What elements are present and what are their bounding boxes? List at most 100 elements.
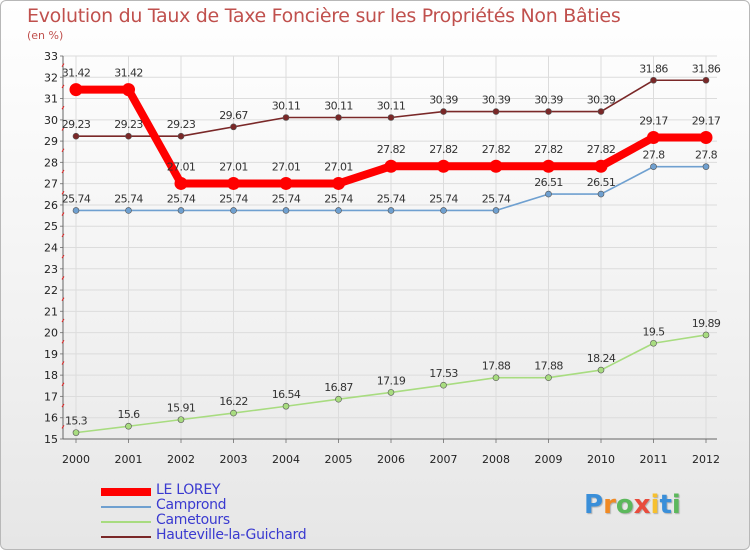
- y-tick-label-28: 28: [44, 156, 58, 169]
- y-tick-label-22: 22: [44, 284, 58, 297]
- data-label-hauteville-la-guichard-2006: 30.11: [377, 99, 406, 112]
- axis-break-mark: [61, 403, 65, 408]
- legend-label-hauteville-la-guichard: Hauteville-la-Guichard: [156, 527, 307, 543]
- point-hauteville-la-guichard-2000: [72, 132, 80, 140]
- data-label-hauteville-la-guichard-2005: 30.11: [324, 99, 353, 112]
- point-camprond-2008: [492, 207, 500, 214]
- axis-break-mark: [61, 361, 65, 365]
- data-label-camprond-2008: 25.74: [482, 192, 511, 205]
- data-label-le-lorey-2011: 29.17: [639, 114, 668, 127]
- legend-swatch-le-lorey: [101, 488, 151, 496]
- chart-title: Evolution du Taux de Taxe Foncière sur l…: [27, 5, 621, 27]
- data-label-camprond-2009: 26.51: [534, 176, 563, 189]
- y-tick-label-26: 26: [44, 199, 58, 212]
- axes: 15 16 17 18 19 20 21 22 23 24 25 26 27 28 29 30 31 32 33 20…: [44, 50, 720, 466]
- point-hauteville-la-guichard-2001: [125, 132, 132, 140]
- data-label-cametours-2006: 17.19: [377, 374, 406, 387]
- legend-swatch-hauteville-la-guichard: [101, 536, 151, 538]
- point-cametours-2000: [72, 429, 80, 436]
- data-label-le-lorey-2003: 27.01: [219, 160, 248, 173]
- data-label-camprond-2004: 25.74: [272, 192, 301, 205]
- data-label-camprond-2010: 26.51: [587, 176, 616, 189]
- x-tick-label-2008: 2008: [482, 453, 510, 466]
- point-camprond-2011: [650, 163, 657, 170]
- point-hauteville-la-guichard-2008: [492, 108, 500, 115]
- x-tick-label-2012: 2012: [692, 453, 720, 466]
- point-hauteville-la-guichard-2010: [597, 108, 605, 115]
- data-label-camprond-2005: 25.74: [324, 192, 353, 205]
- point-cametours-2001: [125, 422, 132, 430]
- data-label-camprond-2000: 25.74: [62, 192, 91, 205]
- point-hauteville-la-guichard-2009: [545, 108, 552, 115]
- y-tick-label-25: 25: [44, 220, 58, 233]
- data-label-camprond-2002: 25.74: [167, 192, 196, 205]
- x-tick-label-2000: 2000: [62, 453, 90, 466]
- data-label-le-lorey-2007: 27.82: [429, 143, 458, 156]
- data-label-le-lorey-2005: 27.01: [324, 160, 353, 173]
- data-label-hauteville-la-guichard-2008: 30.39: [482, 94, 511, 107]
- point-cametours-2002: [177, 416, 185, 423]
- logo-letter: r: [603, 490, 616, 520]
- data-labels: 29.23 29.23 29.23 29.67 30.11 30.11 30.11 30.39…: [62, 62, 722, 428]
- data-label-cametours-2012: 19.89: [692, 317, 721, 330]
- point-cametours-2012: [702, 331, 710, 339]
- y-tick-label-16: 16: [44, 412, 58, 425]
- data-label-cametours-2003: 16.22: [219, 395, 248, 408]
- point-camprond-2005: [335, 207, 342, 214]
- y-tick-label-32: 32: [44, 71, 58, 84]
- point-hauteville-la-guichard-2012: [702, 76, 710, 84]
- logo-letter: i: [650, 490, 660, 520]
- point-hauteville-la-guichard-2006: [387, 114, 395, 121]
- logo-letter: i: [671, 490, 681, 520]
- x-tick-label-2001: 2001: [115, 453, 143, 466]
- point-cametours-2010: [597, 366, 605, 374]
- y-tick-label-24: 24: [44, 242, 58, 255]
- point-camprond-2003: [230, 207, 237, 214]
- axis-break-mark: [61, 339, 65, 344]
- data-label-le-lorey-2009: 27.82: [534, 143, 563, 156]
- axis-break-mark: [61, 425, 65, 429]
- axis-break-mark: [61, 233, 65, 238]
- point-camprond-2001: [125, 207, 132, 214]
- data-label-cametours-2004: 16.54: [272, 388, 301, 401]
- legend-swatch-camprond: [101, 506, 151, 508]
- data-label-le-lorey-2000: 31.42: [62, 67, 91, 80]
- point-camprond-2006: [387, 207, 395, 214]
- x-tick-label-2007: 2007: [430, 453, 458, 466]
- logo-letter: x: [633, 490, 651, 520]
- point-cametours-2011: [650, 339, 657, 347]
- data-label-cametours-2005: 16.87: [324, 381, 353, 394]
- data-label-hauteville-la-guichard-2000: 29.23: [62, 118, 91, 131]
- y-tick-label-27: 27: [44, 178, 58, 191]
- y-tick-label-21: 21: [44, 305, 58, 318]
- point-hauteville-la-guichard-2005: [335, 114, 342, 121]
- data-label-camprond-2003: 25.74: [219, 192, 248, 205]
- data-label-cametours-2001: 15.6: [117, 408, 140, 421]
- axis-break-mark: [61, 127, 65, 131]
- data-label-hauteville-la-guichard-2002: 29.23: [167, 118, 196, 131]
- x-tick-label-2006: 2006: [377, 453, 405, 466]
- proxiti-logo: Proxiti: [584, 490, 681, 520]
- axis-break-mark: [61, 148, 65, 153]
- y-tick-label-29: 29: [44, 135, 58, 148]
- axis-break-mark: [61, 382, 65, 387]
- axis-break-mark: [61, 169, 65, 174]
- axis-break-mark: [61, 84, 65, 89]
- point-le-lorey-2010: [594, 159, 608, 173]
- logo-letter: P: [584, 490, 604, 520]
- point-camprond-2004: [282, 207, 290, 214]
- grid-lines: [63, 55, 717, 440]
- point-camprond-2002: [177, 207, 185, 214]
- x-tick-label-2009: 2009: [535, 453, 563, 466]
- x-tick-label-2004: 2004: [272, 453, 300, 466]
- data-label-cametours-2000: 15.3: [65, 415, 88, 428]
- point-hauteville-la-guichard-2002: [177, 132, 185, 140]
- point-le-lorey-2001: [122, 83, 135, 97]
- y-tick-label-23: 23: [44, 263, 58, 276]
- point-le-lorey-2011: [647, 130, 660, 144]
- y-tick-label-19: 19: [44, 348, 58, 361]
- axis-break-mark: [61, 276, 65, 280]
- data-label-le-lorey-2002: 27.01: [167, 160, 196, 173]
- point-hauteville-la-guichard-2007: [440, 108, 447, 115]
- data-label-le-lorey-2010: 27.82: [587, 143, 616, 156]
